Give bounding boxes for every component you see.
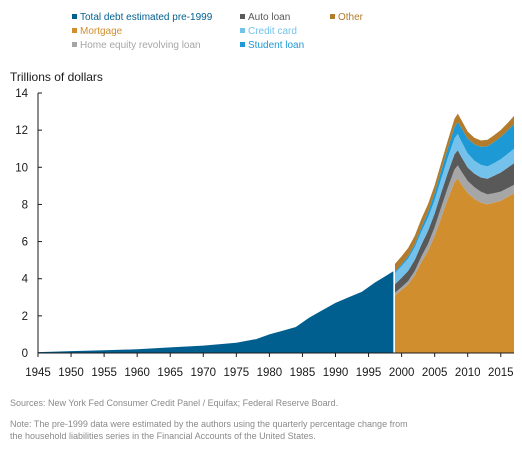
legend-label: Mortgage [80, 26, 123, 37]
x-tick-label: 1955 [91, 367, 117, 379]
legend-label: Total debt estimated pre-1999 [80, 12, 213, 23]
axes [37, 92, 514, 357]
area-auto-loan [395, 150, 514, 293]
legend-item-credit-card: Credit card [240, 26, 297, 37]
tick-labels: 0 2 4 6 8 10 12 14 1945 1950 1955 1960 1965 1970 1975 1… [15, 88, 513, 379]
area-home-equity-revolving-loan [395, 165, 514, 296]
legend-label: Home equity revolving loan [80, 40, 201, 51]
x-tick-label: 1985 [290, 367, 316, 379]
area-mortgage [395, 178, 514, 353]
x-tick-label: 2010 [455, 367, 481, 379]
y-tick-label: 8 [22, 199, 28, 211]
legend-item-student-loan: Student loan [240, 40, 304, 51]
legend-item-other: Other [330, 12, 364, 23]
legend-label: Credit card [248, 26, 297, 37]
x-tick-label: 1960 [124, 367, 150, 379]
x-tick-label: 2005 [422, 367, 448, 379]
x-tick-label: 1970 [190, 367, 216, 379]
legend-swatch [240, 28, 245, 33]
x-tick-label: 2000 [389, 367, 415, 379]
x-tick-label: 1945 [25, 367, 51, 379]
y-tick-label: 10 [15, 162, 28, 174]
x-tick-label: 1990 [323, 367, 349, 379]
x-tick-label: 1980 [257, 367, 283, 379]
x-tick-label: 1975 [224, 367, 250, 379]
sources-note: Sources: New York Fed Consumer Credit Pa… [10, 398, 338, 408]
legend-item-home-equity-revolving-loan: Home equity revolving loan [72, 40, 201, 51]
y-tick-label: 0 [22, 348, 28, 360]
legend-label: Auto loan [248, 12, 290, 23]
legend-swatch [72, 14, 77, 19]
x-tick-label: 1965 [157, 367, 183, 379]
legend-item-total-debt-estimated-pre-1999: Total debt estimated pre-1999 [72, 12, 213, 23]
y-axis-title: Trillions of dollars [10, 70, 103, 84]
legend-swatch [240, 42, 245, 47]
y-tick-label: 4 [22, 274, 29, 286]
legend-swatch [72, 42, 77, 47]
legend-swatch [240, 14, 245, 19]
area-other [395, 113, 514, 272]
note-line-2: the household liabilities series in the … [10, 431, 316, 441]
legend-label: Student loan [248, 40, 304, 51]
legend-item-auto-loan: Auto loan [240, 12, 290, 23]
y-tick-label: 6 [22, 237, 28, 249]
y-tick-label: 2 [22, 311, 28, 323]
area-student-loan [395, 121, 514, 274]
x-tick-label: 1950 [58, 367, 84, 379]
x-tick-label: 1995 [356, 367, 382, 379]
legend-swatch [72, 28, 77, 33]
legend: Total debt estimated pre-1999 Auto loan Ot… [72, 12, 364, 51]
legend-swatch [330, 14, 335, 19]
y-tick-label: 12 [15, 125, 28, 137]
y-tick-label: 14 [15, 88, 28, 100]
x-tick-label: 2015 [488, 367, 514, 379]
legend-label: Other [338, 12, 364, 23]
legend-item-mortgage: Mortgage [72, 26, 123, 37]
note-line-1: Note: The pre-1999 data were estimated b… [10, 419, 408, 429]
area-credit-card [395, 134, 514, 285]
area-total-debt-estimated-pre-1999 [38, 271, 394, 353]
area-series [38, 113, 514, 353]
